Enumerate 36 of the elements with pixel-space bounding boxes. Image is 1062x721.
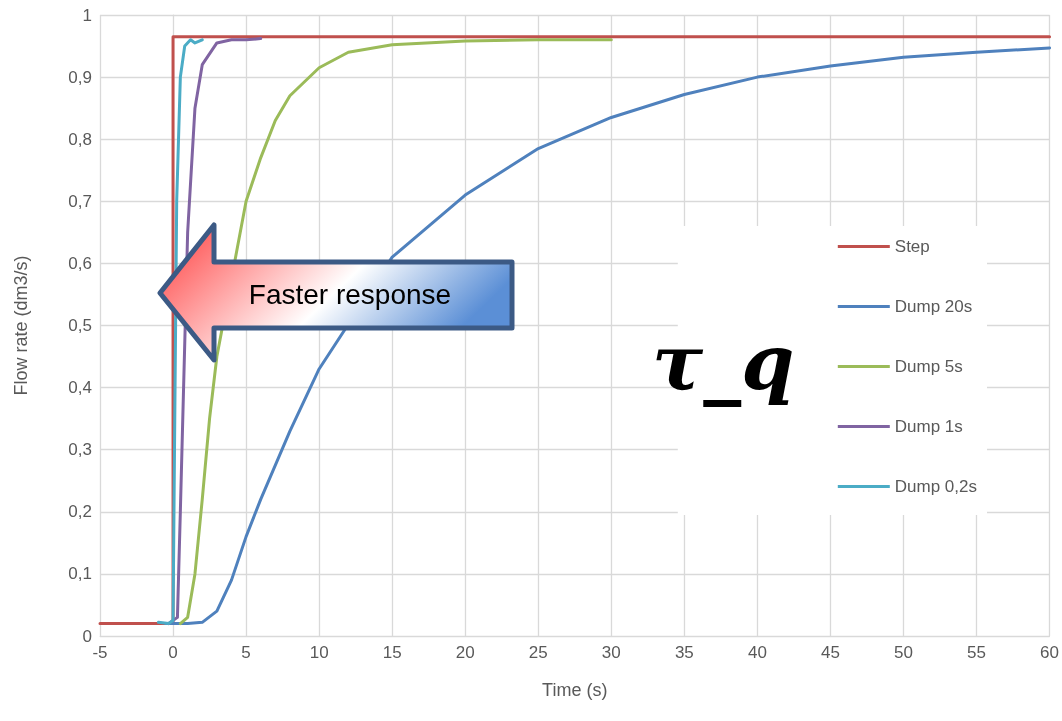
y-tick-label: 0,6 <box>68 253 92 273</box>
y-tick-label: 1 <box>82 5 92 25</box>
y-tick-label: 0,8 <box>68 129 92 149</box>
annotation: Faster response <box>248 279 452 310</box>
line-series <box>156 38 204 626</box>
x-tick-label: 30 <box>601 643 621 662</box>
x-tick-label: 0 <box>168 643 178 662</box>
y-axis-title: Flow rate (dm3/s) <box>11 255 31 396</box>
x-tick-label: 40 <box>747 643 767 662</box>
legend-label: Dump 5s <box>894 357 963 376</box>
legend-label: Dump 1s <box>894 417 963 436</box>
line-series <box>178 38 613 626</box>
x-tick-label: 20 <box>455 643 475 662</box>
legend-label: Dump 0,2s <box>894 477 977 496</box>
y-tick-label: 0,4 <box>68 378 92 398</box>
x-tick-label: 50 <box>894 643 913 662</box>
x-tick-label: 35 <box>674 643 694 662</box>
y-tick-label: 0,3 <box>68 440 92 460</box>
y-tick-label: 0,1 <box>68 564 92 584</box>
x-tick-label: 55 <box>967 643 986 662</box>
x-tick-label: 25 <box>528 643 548 662</box>
legend-label: Step <box>894 237 930 256</box>
y-tick-label: 0,5 <box>68 316 92 335</box>
x-axis-title: Time (s) <box>542 680 608 700</box>
x-tick-label: 60 <box>1040 643 1060 662</box>
annotation: τ_q <box>652 318 795 407</box>
x-tick-label: 5 <box>241 643 251 662</box>
y-tick-label: 0 <box>82 626 92 646</box>
legend-label: Dump 20s <box>894 297 973 316</box>
y-tick-label: 0,2 <box>68 502 92 522</box>
y-tick-label: 0,7 <box>68 191 92 211</box>
x-tick-label: 15 <box>382 643 402 662</box>
y-tick-label: 0,9 <box>68 67 92 87</box>
x-tick-label: 45 <box>820 643 840 662</box>
x-tick-label: 10 <box>309 643 329 662</box>
x-tick-label: -5 <box>92 643 108 662</box>
